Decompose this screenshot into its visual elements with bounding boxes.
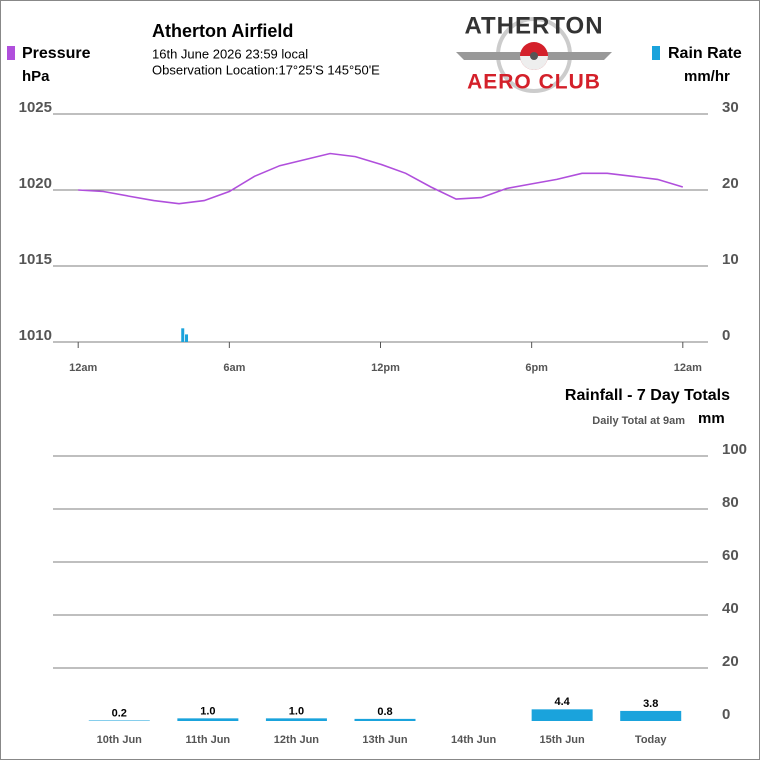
y-tick-label: 1015 — [19, 251, 52, 268]
logo-ball-white — [520, 56, 548, 70]
y-axis-label: mm — [698, 410, 725, 427]
x-tick-label: 13th Jun — [362, 734, 408, 746]
location: Observation Location:17°25'S 145°50'E — [152, 62, 380, 77]
title: Atherton Airfield — [152, 21, 293, 41]
pressure-line — [78, 152, 684, 205]
x-tick-label: 12pm — [371, 362, 400, 374]
y2-tick-label: 10 — [722, 251, 739, 268]
value-label: 0.8 — [377, 706, 392, 718]
x-tick-label: 15th Jun — [540, 734, 586, 746]
axis-unit: hPa — [22, 68, 50, 85]
y-tick-label: 20 — [722, 653, 739, 670]
value-label: 0.2 — [112, 707, 127, 719]
rain-bar — [620, 710, 682, 721]
y-tick-label: 1025 — [19, 99, 52, 116]
rain-rate-bar — [185, 334, 189, 342]
value-label: 1.0 — [200, 705, 215, 717]
axis-unit: mm/hr — [684, 68, 730, 85]
timestamp: 16th June 2026 23:59 local — [152, 46, 308, 61]
x-tick-label: 6pm — [525, 362, 548, 374]
chart-subtitle: Daily Total at 9am — [592, 415, 685, 427]
legend-label: Rain Rate — [668, 45, 742, 62]
chart-title: Rainfall - 7 Day Totals — [565, 387, 730, 404]
x-tick-label: 12th Jun — [274, 734, 320, 746]
logo-bottom: AERO CLUB — [467, 71, 601, 94]
value-label: 3.8 — [643, 698, 658, 710]
y-tick-label: 40 — [722, 600, 739, 617]
y2-tick-label: 30 — [722, 99, 739, 116]
rain-bar — [177, 718, 239, 721]
legend-label: Pressure — [22, 45, 91, 62]
value-label: 1.0 — [289, 705, 304, 717]
y-tick-label: 100 — [722, 441, 747, 458]
rain-bar — [265, 718, 327, 721]
legend-swatch — [7, 46, 15, 60]
y2-tick-label: 20 — [722, 175, 739, 192]
rain-bar — [531, 709, 593, 721]
rain-bar — [354, 718, 416, 721]
value-label: 4.4 — [554, 696, 570, 708]
logo: ATHERTON AERO CLUB — [456, 12, 612, 94]
y-tick-label: 1010 — [19, 327, 52, 344]
x-tick-label: 12am — [674, 362, 702, 374]
legend-swatch — [652, 46, 660, 60]
x-tick-label: 10th Jun — [97, 734, 143, 746]
y-tick-label: 60 — [722, 547, 739, 564]
rain-rate-bar — [181, 328, 185, 342]
y-tick-label: 1020 — [19, 175, 52, 192]
x-tick-label: 12am — [69, 362, 97, 374]
logo-hub — [530, 52, 538, 60]
rain-bar — [88, 720, 150, 721]
x-tick-label: 11th Jun — [186, 734, 231, 746]
x-tick-label: 6am — [223, 362, 245, 374]
logo-top: ATHERTON — [464, 12, 603, 39]
y-tick-label: 80 — [722, 494, 739, 511]
y-tick-label: 0 — [722, 706, 730, 723]
x-tick-label: 14th Jun — [451, 734, 497, 746]
x-tick-label: Today — [635, 734, 667, 746]
y2-tick-label: 0 — [722, 327, 730, 344]
